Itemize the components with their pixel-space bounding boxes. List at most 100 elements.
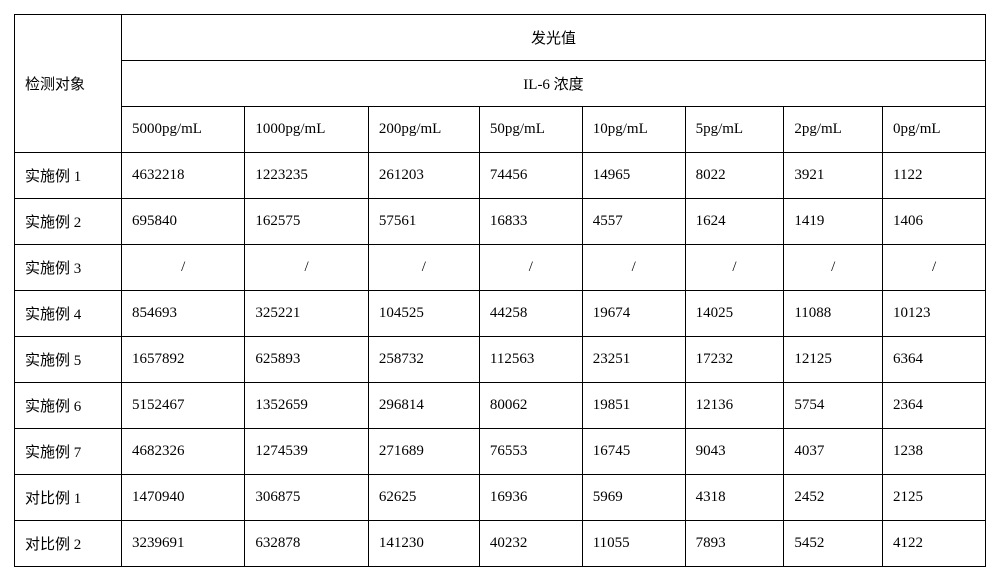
table-row: 实施例 485469332522110452544258196741402511… bbox=[15, 291, 986, 337]
cell: 4632218 bbox=[121, 153, 244, 199]
cell: 4557 bbox=[582, 199, 685, 245]
table-row: 实施例 269584016257557561168334557162414191… bbox=[15, 199, 986, 245]
cell: 5969 bbox=[582, 475, 685, 521]
col-header: 2pg/mL bbox=[784, 107, 883, 153]
cell: 141230 bbox=[368, 521, 479, 567]
cell: / bbox=[245, 245, 368, 291]
row-label: 实施例 1 bbox=[15, 153, 122, 199]
cell: 695840 bbox=[121, 199, 244, 245]
col-header: 10pg/mL bbox=[582, 107, 685, 153]
cell: 11088 bbox=[784, 291, 883, 337]
cell: 4682326 bbox=[121, 429, 244, 475]
table-row: 实施例 3//////// bbox=[15, 245, 986, 291]
cell: 40232 bbox=[479, 521, 582, 567]
cell: 9043 bbox=[685, 429, 784, 475]
cell: 7893 bbox=[685, 521, 784, 567]
cell: / bbox=[883, 245, 986, 291]
cell: / bbox=[784, 245, 883, 291]
cell: 306875 bbox=[245, 475, 368, 521]
row-label: 实施例 6 bbox=[15, 383, 122, 429]
table-row: 对比例 232396916328781412304023211055789354… bbox=[15, 521, 986, 567]
cell: 14025 bbox=[685, 291, 784, 337]
cell: 17232 bbox=[685, 337, 784, 383]
cell: 2452 bbox=[784, 475, 883, 521]
cell: 5452 bbox=[784, 521, 883, 567]
row-label: 对比例 1 bbox=[15, 475, 122, 521]
cell: 1419 bbox=[784, 199, 883, 245]
col-header: 0pg/mL bbox=[883, 107, 986, 153]
cell: 258732 bbox=[368, 337, 479, 383]
cell: 5152467 bbox=[121, 383, 244, 429]
cell: 4318 bbox=[685, 475, 784, 521]
cell: 8022 bbox=[685, 153, 784, 199]
cell: 2125 bbox=[883, 475, 986, 521]
cell: 76553 bbox=[479, 429, 582, 475]
cell: 62625 bbox=[368, 475, 479, 521]
table-row: 对比例 114709403068756262516936596943182452… bbox=[15, 475, 986, 521]
cell: 271689 bbox=[368, 429, 479, 475]
cell: 23251 bbox=[582, 337, 685, 383]
cell: 625893 bbox=[245, 337, 368, 383]
data-table: 检测对象 发光值 IL-6 浓度 5000pg/mL 1000pg/mL 200… bbox=[14, 14, 986, 567]
cell: 1470940 bbox=[121, 475, 244, 521]
cell: 16833 bbox=[479, 199, 582, 245]
cell: 16936 bbox=[479, 475, 582, 521]
cell: 2364 bbox=[883, 383, 986, 429]
cell: 4122 bbox=[883, 521, 986, 567]
cell: 162575 bbox=[245, 199, 368, 245]
cell: 16745 bbox=[582, 429, 685, 475]
group-header-concentration: IL-6 浓度 bbox=[121, 61, 985, 107]
table-row: 实施例 746823261274539271689765531674590434… bbox=[15, 429, 986, 475]
cell: 112563 bbox=[479, 337, 582, 383]
cell: 1238 bbox=[883, 429, 986, 475]
row-header-label: 检测对象 bbox=[15, 15, 122, 153]
cell: 1406 bbox=[883, 199, 986, 245]
cell: / bbox=[121, 245, 244, 291]
table-row: 实施例 516578926258932587321125632325117232… bbox=[15, 337, 986, 383]
cell: 1223235 bbox=[245, 153, 368, 199]
cell: 6364 bbox=[883, 337, 986, 383]
cell: 325221 bbox=[245, 291, 368, 337]
cell: 632878 bbox=[245, 521, 368, 567]
cell: 57561 bbox=[368, 199, 479, 245]
cell: 296814 bbox=[368, 383, 479, 429]
row-label: 实施例 4 bbox=[15, 291, 122, 337]
row-label: 实施例 5 bbox=[15, 337, 122, 383]
col-header: 200pg/mL bbox=[368, 107, 479, 153]
row-label: 实施例 2 bbox=[15, 199, 122, 245]
table-row: 实施例 651524671352659296814800621985112136… bbox=[15, 383, 986, 429]
cell: 3921 bbox=[784, 153, 883, 199]
cell: 104525 bbox=[368, 291, 479, 337]
cell: / bbox=[368, 245, 479, 291]
cell: 5754 bbox=[784, 383, 883, 429]
row-label: 实施例 3 bbox=[15, 245, 122, 291]
cell: 261203 bbox=[368, 153, 479, 199]
cell: 3239691 bbox=[121, 521, 244, 567]
cell: 14965 bbox=[582, 153, 685, 199]
group-header-luminescence: 发光值 bbox=[121, 15, 985, 61]
cell: 4037 bbox=[784, 429, 883, 475]
cell: 1274539 bbox=[245, 429, 368, 475]
row-label: 实施例 7 bbox=[15, 429, 122, 475]
cell: 1657892 bbox=[121, 337, 244, 383]
cell: 44258 bbox=[479, 291, 582, 337]
cell: 1352659 bbox=[245, 383, 368, 429]
cell: 74456 bbox=[479, 153, 582, 199]
cell: 854693 bbox=[121, 291, 244, 337]
cell: 12136 bbox=[685, 383, 784, 429]
row-label: 对比例 2 bbox=[15, 521, 122, 567]
col-header: 50pg/mL bbox=[479, 107, 582, 153]
cell: / bbox=[479, 245, 582, 291]
cell: / bbox=[685, 245, 784, 291]
cell: 11055 bbox=[582, 521, 685, 567]
cell: 80062 bbox=[479, 383, 582, 429]
cell: 10123 bbox=[883, 291, 986, 337]
cell: 19674 bbox=[582, 291, 685, 337]
col-header: 5000pg/mL bbox=[121, 107, 244, 153]
col-header: 1000pg/mL bbox=[245, 107, 368, 153]
table-row: 实施例 146322181223235261203744561496580223… bbox=[15, 153, 986, 199]
cell: 1122 bbox=[883, 153, 986, 199]
table-body: 实施例 146322181223235261203744561496580223… bbox=[15, 153, 986, 567]
col-header: 5pg/mL bbox=[685, 107, 784, 153]
cell: / bbox=[582, 245, 685, 291]
